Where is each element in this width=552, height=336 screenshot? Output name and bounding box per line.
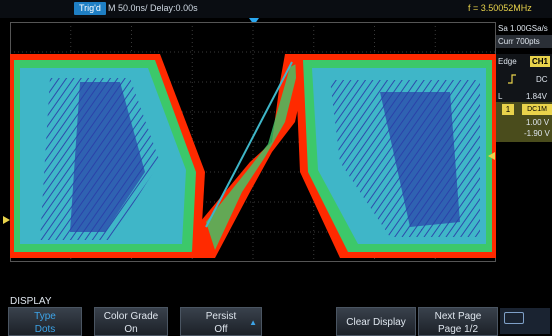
waveform-trace-center bbox=[190, 54, 310, 258]
info-panel: Sa 1.00GSa/s Curr 700pts Edge CH1 DC L 1… bbox=[496, 22, 552, 294]
timebase-readout: M 50.0ns/ Delay:0.00s bbox=[108, 2, 198, 15]
softkey-label: Color Grade bbox=[103, 311, 159, 322]
softkey-label: Next Page bbox=[434, 311, 482, 322]
softkey-label: Persist bbox=[205, 311, 237, 322]
persist-softkey[interactable]: Persist Off ▲ bbox=[180, 307, 262, 336]
softkey-label: Type bbox=[34, 311, 56, 322]
trigger-position-marker[interactable] bbox=[249, 18, 259, 25]
type-softkey[interactable]: Type Dots bbox=[8, 307, 82, 336]
rising-edge-icon bbox=[508, 74, 516, 84]
channel-number-badge: 1 bbox=[502, 104, 514, 115]
trigger-level-label: L bbox=[498, 92, 503, 101]
channel-1-info[interactable]: 1 DC1M 1.00 V -1.90 V bbox=[496, 102, 552, 142]
channel-scale: 1.00 V bbox=[526, 118, 550, 127]
delay-value: Delay:0.00s bbox=[150, 3, 198, 13]
clear-display-softkey[interactable]: Clear Display bbox=[336, 307, 416, 336]
usb-icon bbox=[504, 312, 524, 324]
menu-title: DISPLAY bbox=[10, 296, 52, 307]
softkey-label: Clear Display bbox=[346, 317, 406, 328]
waveform-canvas bbox=[10, 22, 496, 262]
trigger-source-badge: CH1 bbox=[530, 56, 550, 67]
softkey-value: On bbox=[124, 324, 138, 335]
trigger-type: Edge bbox=[498, 57, 517, 66]
softkey-value: Dots bbox=[34, 324, 56, 335]
softkey-value: Off bbox=[214, 324, 228, 335]
channel-1-offset-marker[interactable] bbox=[3, 216, 10, 224]
color-grade-softkey[interactable]: Color Grade On bbox=[94, 307, 168, 336]
trigger-level: 1.84V bbox=[526, 92, 547, 101]
memory-depth: Curr 700pts bbox=[496, 35, 552, 48]
waveform-trace-left bbox=[10, 54, 205, 258]
trigger-level-marker[interactable] bbox=[488, 152, 495, 160]
waveform-display[interactable] bbox=[10, 22, 496, 262]
expand-arrow-icon: ▲ bbox=[249, 318, 257, 327]
timebase-value: M 50.0ns/ bbox=[108, 3, 148, 13]
channel-offset: -1.90 V bbox=[524, 129, 550, 138]
status-icons bbox=[500, 308, 550, 334]
sample-rate: Sa 1.00GSa/s bbox=[498, 24, 548, 33]
frequency-readout: f = 3.50052MHz bbox=[468, 3, 532, 13]
trigger-status: Trig'd bbox=[74, 2, 106, 15]
next-page-softkey[interactable]: Next Page Page 1/2 bbox=[418, 307, 498, 336]
trigger-coupling: DC bbox=[536, 75, 548, 84]
waveform-trace-right bbox=[295, 54, 496, 258]
status-bar: Trig'd M 50.0ns/ Delay:0.00s f = 3.50052… bbox=[0, 0, 552, 18]
softkey-value: Page 1/2 bbox=[437, 324, 479, 335]
channel-coupling-badge: DC1M bbox=[522, 104, 552, 115]
acquisition-info: Sa 1.00GSa/s Curr 700pts bbox=[496, 22, 552, 52]
